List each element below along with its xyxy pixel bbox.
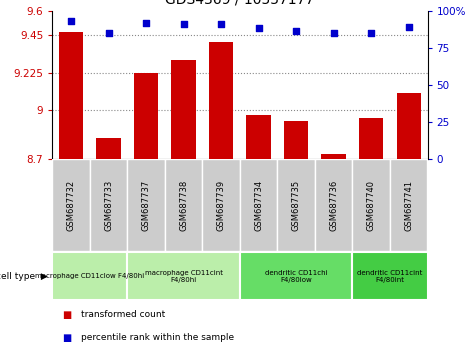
Bar	[127, 252, 240, 300]
Bar	[352, 252, 428, 300]
Bar	[96, 138, 121, 159]
Text: GSM687733: GSM687733	[104, 180, 113, 231]
Text: cell type  ▶: cell type ▶	[0, 272, 48, 281]
Title: GDS4369 / 10557177: GDS4369 / 10557177	[165, 0, 314, 7]
Bar	[352, 159, 390, 251]
Text: GSM687737: GSM687737	[142, 180, 151, 231]
Point	[180, 21, 187, 27]
Text: dendritic CD11chi
F4/80low: dendritic CD11chi F4/80low	[265, 270, 327, 282]
Text: GSM687739: GSM687739	[217, 180, 226, 231]
Point	[67, 18, 75, 24]
Bar	[397, 93, 421, 159]
Bar	[284, 121, 308, 159]
Bar	[240, 159, 277, 251]
Bar	[59, 32, 83, 159]
Point	[405, 24, 412, 30]
Point	[292, 29, 300, 34]
Point	[142, 20, 150, 25]
Text: ■: ■	[62, 333, 71, 343]
Text: GSM687735: GSM687735	[292, 180, 301, 231]
Bar	[209, 42, 233, 159]
Bar	[240, 252, 352, 300]
Bar	[90, 159, 127, 251]
Bar	[390, 159, 428, 251]
Text: dendritic CD11cint
F4/80int: dendritic CD11cint F4/80int	[357, 270, 423, 282]
Bar	[127, 159, 165, 251]
Bar	[52, 252, 127, 300]
Text: GSM687740: GSM687740	[367, 180, 376, 231]
Text: GSM687732: GSM687732	[66, 180, 76, 231]
Point	[218, 21, 225, 27]
Bar	[359, 118, 383, 159]
Text: ■: ■	[62, 310, 71, 320]
Bar	[134, 73, 158, 159]
Point	[104, 30, 112, 36]
Text: GSM687734: GSM687734	[254, 180, 263, 231]
Bar	[171, 60, 196, 159]
Bar	[247, 115, 271, 159]
Text: GSM687741: GSM687741	[404, 180, 413, 231]
Bar	[322, 154, 346, 159]
Bar	[202, 159, 240, 251]
Bar	[277, 159, 315, 251]
Point	[255, 25, 262, 31]
Text: macrophage CD11cint
F4/80hi: macrophage CD11cint F4/80hi	[144, 270, 223, 282]
Text: percentile rank within the sample: percentile rank within the sample	[81, 333, 234, 342]
Bar	[165, 159, 202, 251]
Bar	[315, 159, 352, 251]
Text: macrophage CD11clow F4/80hi: macrophage CD11clow F4/80hi	[35, 273, 144, 279]
Text: transformed count: transformed count	[81, 310, 165, 319]
Point	[368, 30, 375, 36]
Point	[330, 30, 337, 36]
Bar	[52, 159, 90, 251]
Text: GSM687736: GSM687736	[329, 180, 338, 231]
Text: GSM687738: GSM687738	[179, 180, 188, 231]
